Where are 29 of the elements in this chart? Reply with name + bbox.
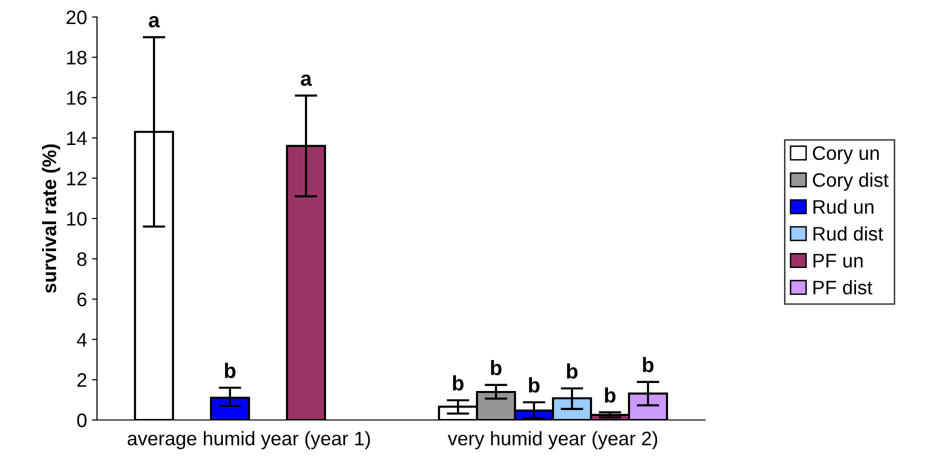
annotation: b [643,356,654,372]
y-tick-label: 12 [67,172,86,186]
y-axis-title: survival rate (%) [42,144,60,293]
y-tick-label: 6 [77,292,86,306]
y-tick-label: 20 [66,10,87,24]
annotation: b [605,387,616,403]
annotation: b [567,363,578,379]
legend-label: Rud dist [814,226,884,241]
y-tick-label: 8 [77,252,86,266]
legend-label: PF dist [814,280,872,294]
y-tick-label: 4 [76,333,87,346]
x-tick-label: average humid year (year 1) [128,431,370,450]
y-tick-label: 14 [67,132,87,145]
annotation: b [225,362,236,378]
y-tick-label: 2 [77,373,86,387]
y-tick-label: 16 [67,91,86,105]
legend-label: Cory dist [812,172,889,191]
annotation: b [529,377,540,393]
annotation: a [300,74,312,86]
annotation: b [491,360,502,376]
y-tick-label: 10 [67,212,87,226]
legend-label: PF un [814,254,863,268]
annotation: b [453,375,464,391]
legend-label: Rud un [814,200,874,214]
y-tick-label: 0 [77,413,87,428]
legend-label: Cory un [812,146,879,164]
y-tick-label: 18 [67,50,86,65]
annotation: a [148,16,160,28]
x-tick-label: very humid year (year 2) [448,431,658,450]
